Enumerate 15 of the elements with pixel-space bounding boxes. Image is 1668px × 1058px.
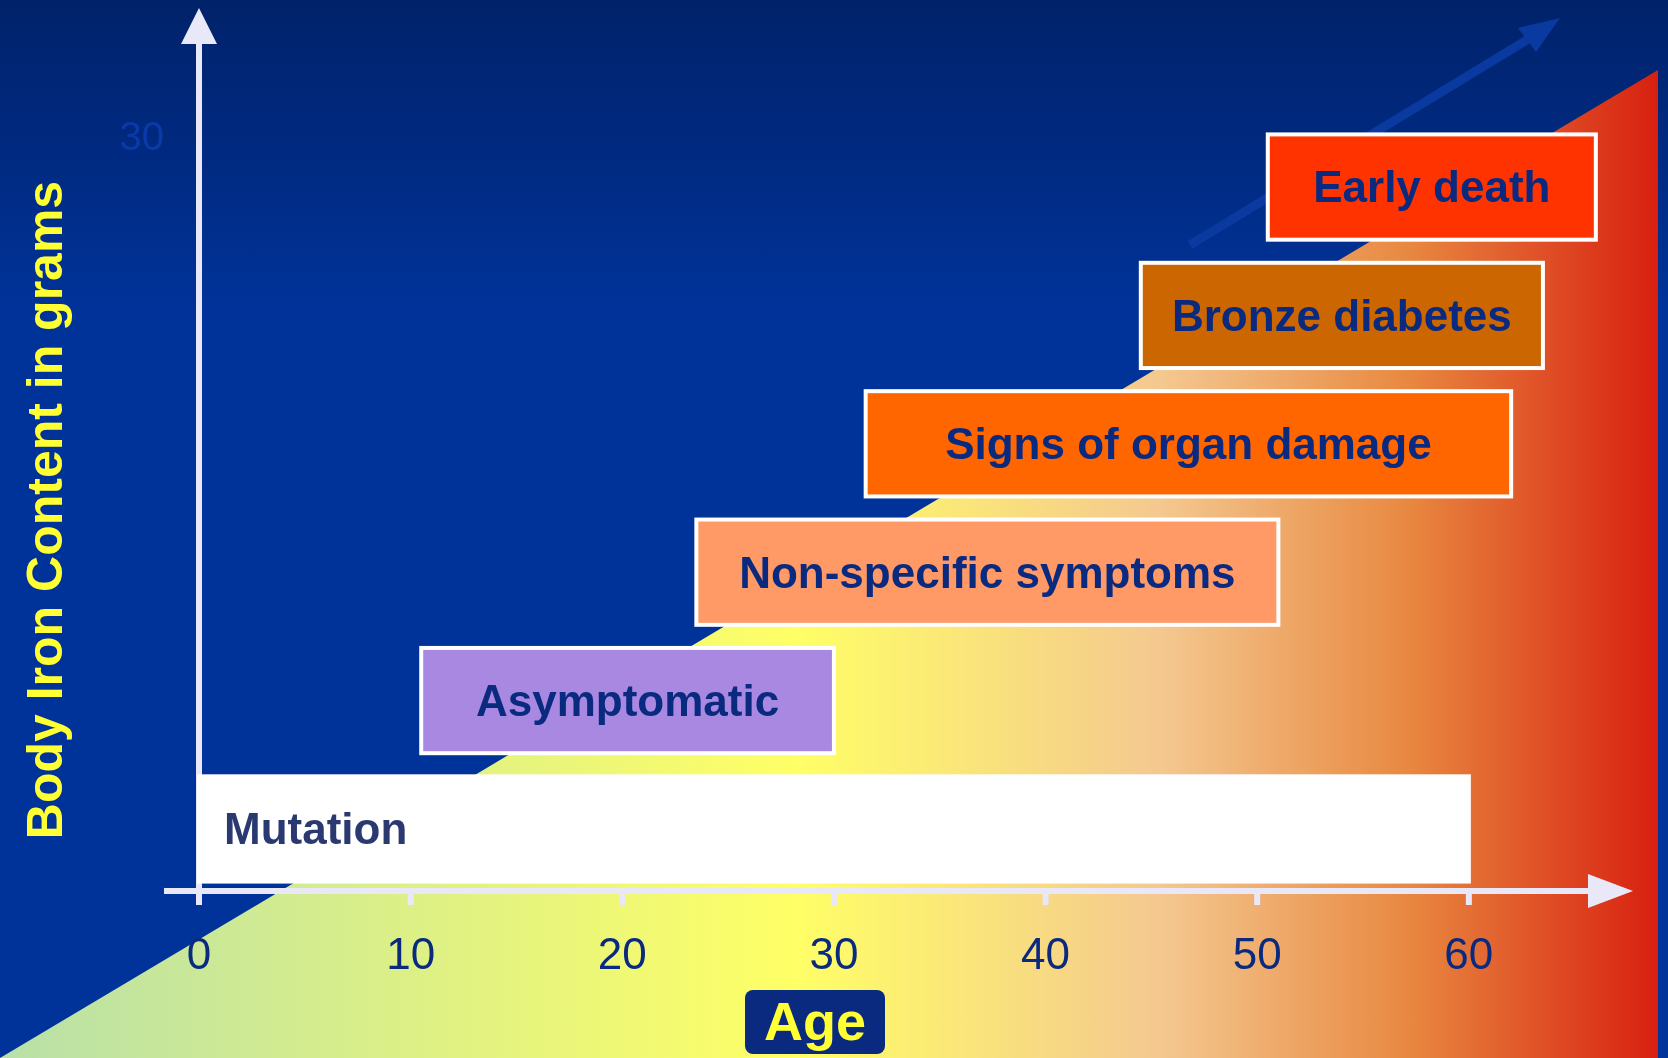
y-tick-label: Mutation xyxy=(224,804,408,854)
x-tick-label: 50 xyxy=(1232,929,1282,978)
x-tick-label: 20 xyxy=(597,929,647,978)
x-tick-label: 40 xyxy=(1021,929,1071,978)
y-tick-label: Early death xyxy=(1313,162,1551,212)
y-tick-label: Asymptomatic xyxy=(475,675,780,725)
y-tick-label: Bronze diabetes xyxy=(1171,290,1512,340)
x-tick-label: 10 xyxy=(386,929,436,978)
y-axis-title: Body Iron Content in grams xyxy=(17,180,73,840)
x-axis-title: Age xyxy=(763,991,867,1051)
y-tick-label: Non-specific symptoms xyxy=(739,547,1236,597)
y-tick-label: Signs of organ damage xyxy=(945,419,1432,469)
x-tick-label: 30 xyxy=(809,929,859,978)
x-tick-label: 60 xyxy=(1444,929,1494,978)
x-tick-label: 0 xyxy=(186,929,212,978)
